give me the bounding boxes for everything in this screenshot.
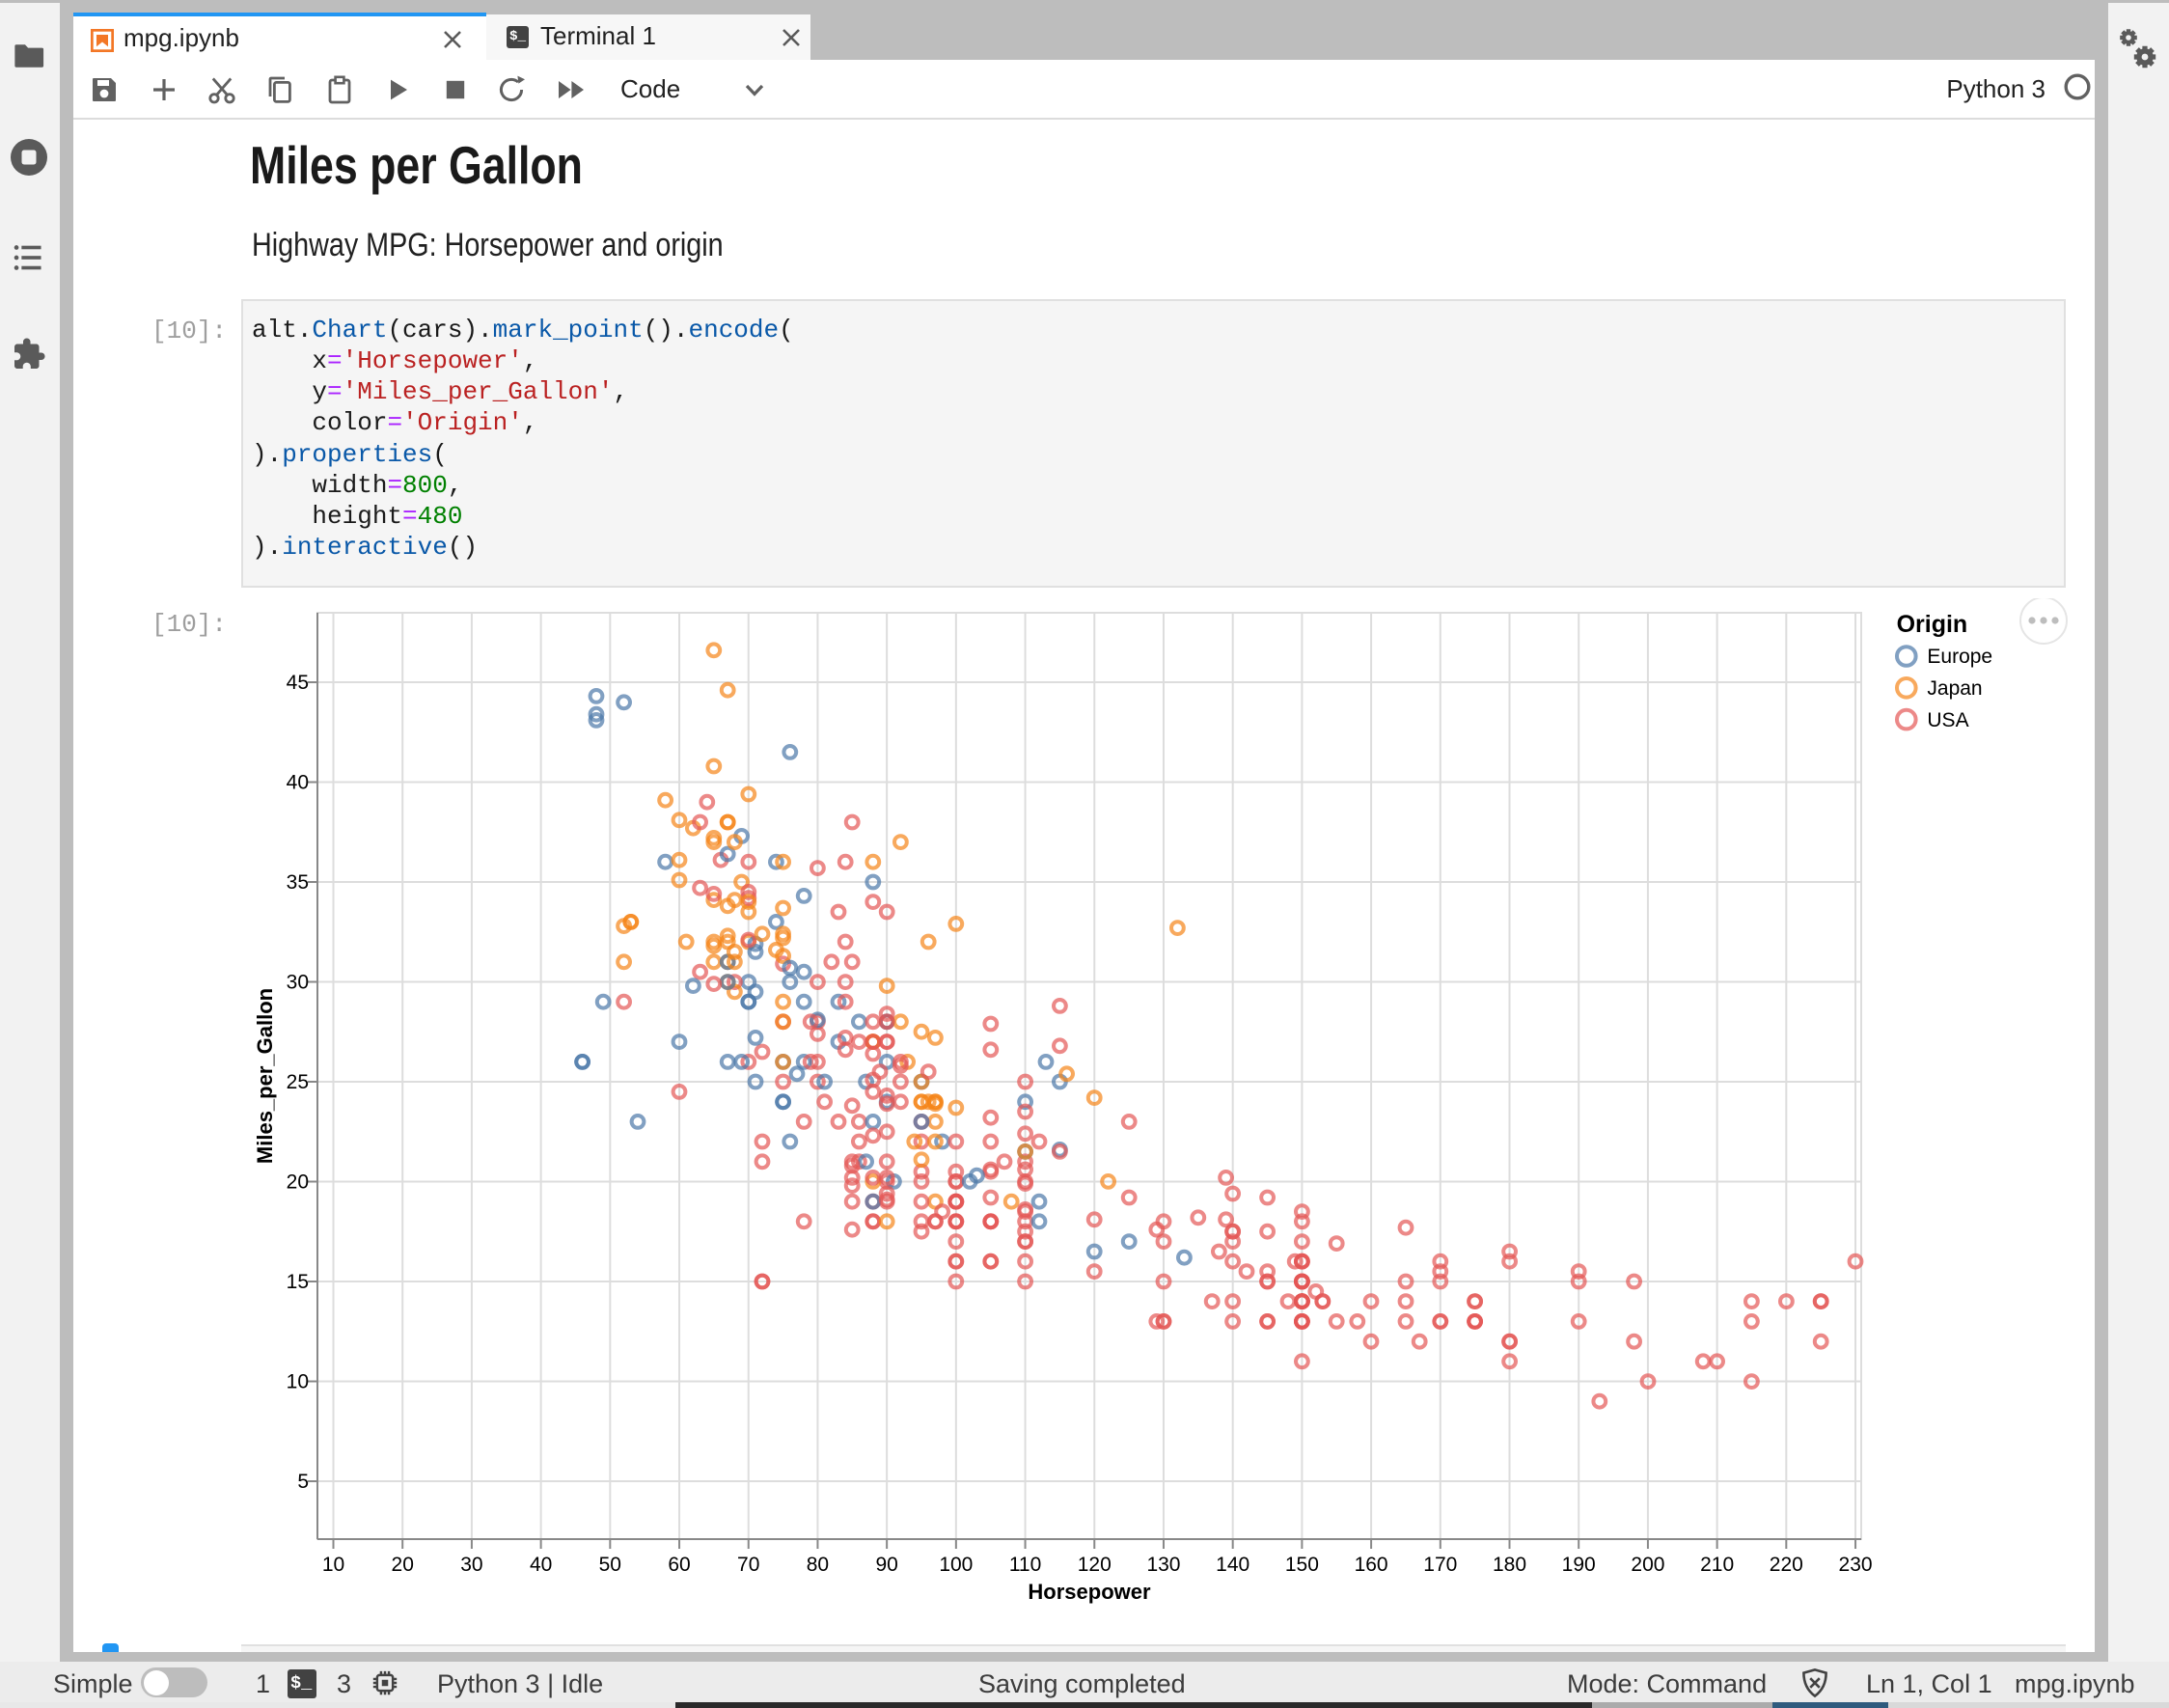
- svg-text:120: 120: [1078, 1554, 1112, 1576]
- svg-text:200: 200: [1631, 1554, 1664, 1576]
- svg-text:30: 30: [460, 1554, 482, 1576]
- svg-text:170: 170: [1423, 1554, 1457, 1576]
- svg-text:35: 35: [287, 871, 309, 894]
- svg-text:80: 80: [807, 1554, 829, 1576]
- svg-text:190: 190: [1562, 1554, 1596, 1576]
- svg-text:Europe: Europe: [1927, 646, 1992, 668]
- svg-text:70: 70: [737, 1554, 759, 1576]
- svg-text:15: 15: [287, 1271, 309, 1293]
- svg-text:50: 50: [599, 1554, 621, 1576]
- svg-text:5: 5: [297, 1471, 309, 1493]
- svg-text:90: 90: [875, 1554, 897, 1576]
- svg-text:210: 210: [1700, 1554, 1734, 1576]
- svg-text:20: 20: [287, 1171, 309, 1194]
- svg-text:160: 160: [1355, 1554, 1388, 1576]
- svg-text:220: 220: [1770, 1554, 1803, 1576]
- svg-text:Miles_per_Gallon: Miles_per_Gallon: [253, 988, 277, 1164]
- svg-text:40: 40: [530, 1554, 552, 1576]
- svg-text:25: 25: [287, 1071, 309, 1093]
- svg-text:40: 40: [287, 772, 309, 794]
- svg-text:110: 110: [1009, 1554, 1041, 1576]
- svg-text:140: 140: [1216, 1554, 1249, 1576]
- svg-text:60: 60: [668, 1554, 690, 1576]
- svg-text:Origin: Origin: [1897, 611, 1968, 638]
- svg-text:Japan: Japan: [1927, 677, 1982, 700]
- svg-text:180: 180: [1493, 1554, 1526, 1576]
- svg-text:Horsepower: Horsepower: [1028, 1580, 1151, 1604]
- svg-text:150: 150: [1285, 1554, 1319, 1576]
- svg-text:230: 230: [1839, 1554, 1873, 1576]
- svg-text:45: 45: [287, 672, 309, 694]
- svg-text:USA: USA: [1927, 709, 1968, 731]
- svg-text:100: 100: [939, 1554, 973, 1576]
- svg-text:130: 130: [1146, 1554, 1180, 1576]
- svg-text:30: 30: [287, 972, 309, 994]
- svg-text:20: 20: [392, 1554, 414, 1576]
- svg-text:10: 10: [322, 1554, 344, 1576]
- svg-text:10: 10: [287, 1371, 309, 1393]
